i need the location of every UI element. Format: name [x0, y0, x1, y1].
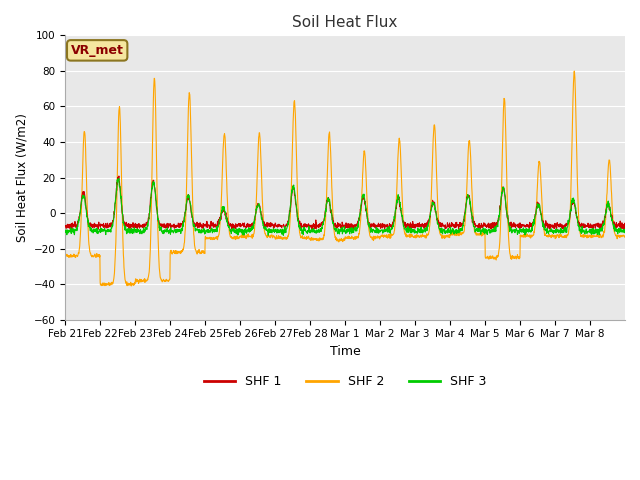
Line: SHF 1: SHF 1: [65, 176, 625, 230]
SHF 1: [605, 204, 613, 209]
Title: Soil Heat Flux: Soil Heat Flux: [292, 15, 398, 30]
SHF 2: [605, 157, 613, 163]
SHF 1: [334, 221, 342, 227]
X-axis label: Time: Time: [330, 345, 360, 358]
SHF 2: [61, 252, 69, 258]
SHF 3: [605, 205, 613, 211]
SHF 3: [319, 222, 327, 228]
SHF 3: [115, 176, 123, 181]
SHF 2: [502, 152, 510, 157]
SHF 1: [115, 173, 123, 179]
SHF 2: [621, 234, 629, 240]
SHF 1: [621, 222, 629, 228]
SHF 3: [264, 232, 272, 238]
SHF 3: [90, 226, 97, 232]
SHF 1: [90, 221, 98, 227]
Line: SHF 3: SHF 3: [65, 179, 625, 235]
SHF 1: [319, 219, 327, 225]
SHF 3: [502, 208, 510, 214]
SHF 3: [334, 230, 342, 236]
Line: SHF 2: SHF 2: [65, 71, 625, 286]
SHF 2: [570, 68, 578, 74]
SHF 2: [334, 238, 342, 243]
SHF 3: [621, 229, 629, 235]
Y-axis label: Soil Heat Flux (W/m2): Soil Heat Flux (W/m2): [15, 113, 28, 242]
Legend: SHF 1, SHF 2, SHF 3: SHF 1, SHF 2, SHF 3: [198, 370, 492, 393]
SHF 3: [61, 229, 69, 235]
SHF 1: [502, 209, 510, 215]
SHF 1: [68, 227, 76, 233]
SHF 1: [61, 224, 69, 229]
SHF 2: [90, 253, 97, 259]
SHF 3: [605, 203, 613, 208]
SHF 1: [605, 207, 613, 213]
SHF 2: [127, 283, 135, 289]
SHF 2: [319, 235, 326, 241]
Text: VR_met: VR_met: [71, 44, 124, 57]
SHF 2: [605, 157, 613, 163]
